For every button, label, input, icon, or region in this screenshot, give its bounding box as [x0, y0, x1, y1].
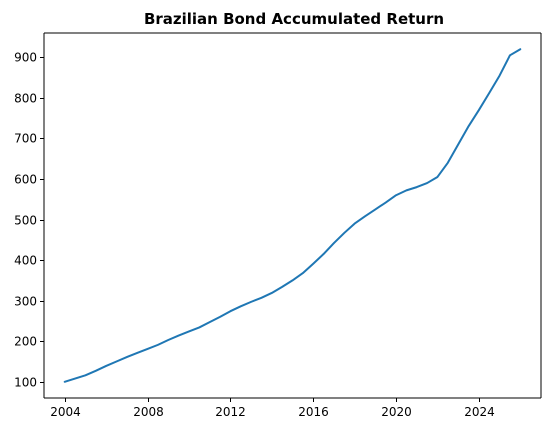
y-tick-label: 200: [14, 335, 37, 349]
series-line: [63, 48, 522, 383]
y-axis: 100 200 300 400 500 600 700 800 900: [14, 51, 44, 390]
x-tick-label: 2024: [464, 405, 495, 419]
x-tick-label: 2008: [133, 405, 164, 419]
x-tick-label: 2020: [381, 405, 412, 419]
x-tick-label: 2016: [298, 405, 329, 419]
y-tick-label: 400: [14, 254, 37, 268]
y-tick-label: 800: [14, 92, 37, 106]
y-tick-label: 100: [14, 376, 37, 390]
plot-area: [44, 33, 541, 398]
y-tick-label: 300: [14, 295, 37, 309]
chart-title: Brazilian Bond Accumulated Return: [144, 10, 444, 28]
x-axis: 2004 2008 2012 2016 2020 2024: [50, 398, 495, 419]
y-tick-label: 500: [14, 214, 37, 228]
y-tick-label: 900: [14, 51, 37, 65]
series-layer: [63, 48, 522, 383]
x-tick-label: 2012: [215, 405, 246, 419]
y-tick-label: 700: [14, 132, 37, 146]
x-tick-label: 2004: [50, 405, 81, 419]
y-tick-label: 600: [14, 173, 37, 187]
